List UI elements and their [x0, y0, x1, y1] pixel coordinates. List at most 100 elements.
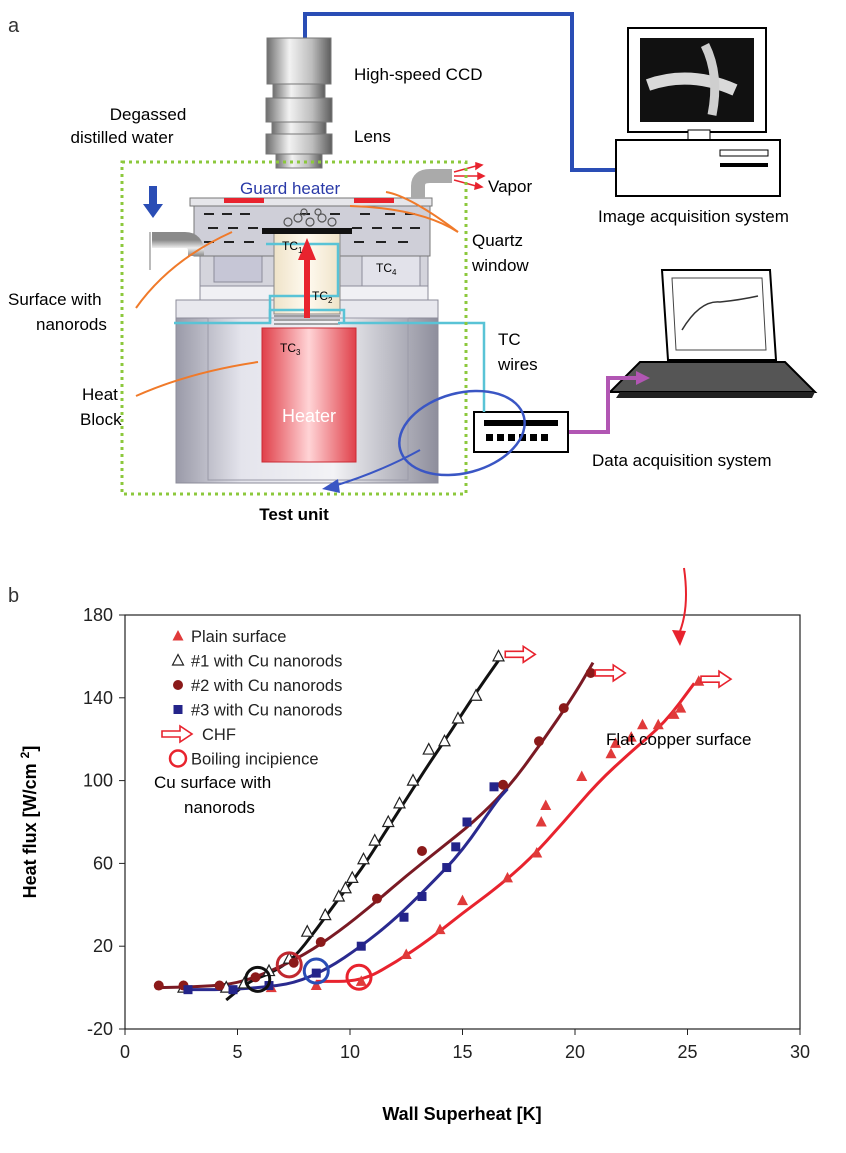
chf-arrows [504, 644, 733, 689]
svg-text:TC4: TC4 [376, 261, 397, 277]
data-point-series-2 [318, 907, 332, 921]
chart-legend: Plain surface #1 with Cu nanorods #2 with … [161, 628, 342, 769]
incipience-circle [275, 951, 303, 979]
surface-nanorods-label-line1: Surface with [8, 290, 102, 309]
svg-text:TC3: TC3 [280, 341, 301, 357]
data-markers [153, 649, 705, 995]
legend-marker [173, 680, 183, 690]
high-speed-ccd-camera-icon [265, 37, 333, 169]
legend-marker [161, 724, 194, 744]
data-point-series-3 [585, 667, 596, 678]
data-point-series-2 [422, 742, 436, 755]
data-point-series-1 [434, 923, 446, 935]
test-unit-border [120, 160, 468, 496]
x-tick-label: 30 [790, 1042, 810, 1062]
x-tick-label: 10 [340, 1042, 360, 1062]
tc3-main: TC [280, 341, 296, 355]
data-cable-arrowhead-icon [636, 371, 650, 385]
vapor-arrows-icon [453, 161, 486, 191]
data-point-series-1 [540, 799, 552, 810]
legend-label: #3 with Cu nanorods [191, 702, 342, 720]
data-point-series-2 [381, 814, 395, 828]
data-point-series-1 [576, 770, 588, 781]
data-point-series-3 [534, 736, 544, 747]
test-unit-label: Test unit [259, 505, 329, 524]
y-tick-label: 100 [83, 771, 113, 791]
image-acquisition-label: Image acquisition system [598, 207, 789, 226]
legend-marker [171, 653, 185, 666]
tc1-main: TC [282, 239, 298, 253]
y-tick-label: 180 [83, 605, 113, 625]
data-point-series-2 [339, 880, 352, 894]
data-point-series-4 [399, 912, 409, 922]
svg-text:TC1: TC1 [282, 239, 303, 255]
fit-curve [316, 682, 696, 983]
data-point-series-3 [315, 937, 326, 948]
legend-marker [172, 630, 184, 641]
data-point-series-3 [288, 957, 299, 968]
data-point-series-1 [610, 737, 621, 748]
data-point-series-3 [153, 980, 164, 991]
svg-text:TC2: TC2 [312, 289, 333, 305]
water-inflow-arrow-icon [143, 186, 163, 218]
y-tick-label: 20 [93, 936, 113, 956]
incipience-circles [244, 951, 373, 993]
tc1-sub: 1 [298, 246, 303, 255]
nanorod-annotation-arrowhead-icon [322, 479, 340, 493]
data-point-series-1 [625, 731, 637, 742]
data-point-series-4 [311, 968, 321, 978]
thermocouple-labels: TC1 TC2 TC3 TC4 [280, 239, 397, 357]
panel-b-letter: b [8, 585, 19, 607]
data-point-series-3 [214, 980, 225, 991]
data-point-series-2 [345, 870, 359, 883]
data-point-series-2 [300, 924, 314, 937]
data-point-series-2 [492, 649, 505, 662]
data-point-series-2 [469, 688, 483, 701]
degassed-water-label-line2: distilled water [71, 128, 174, 147]
data-point-series-1 [652, 718, 664, 730]
y-axis-label: Heat flux [W/cm 2] [18, 746, 40, 899]
tc2-sub: 2 [328, 296, 333, 305]
legend-label: Plain surface [191, 628, 286, 646]
y-axis-label-end: ] [20, 746, 40, 752]
data-point-series-3 [558, 703, 569, 714]
tc4-main: TC [376, 261, 392, 275]
chart-axes: 0 5 10 15 20 25 30 -20 20 60 100 140 180 [83, 605, 810, 1062]
data-point-series-4 [462, 817, 472, 827]
data-point-series-1 [457, 894, 468, 906]
data-point-series-4 [451, 842, 461, 852]
data-point-series-1 [531, 847, 543, 858]
data-point-series-1 [668, 708, 680, 719]
flat-copper-arrowhead-icon [672, 630, 686, 646]
tc2-main: TC [312, 289, 328, 303]
legend-marker [173, 705, 183, 714]
tc-wires-label-line1: TC [498, 330, 521, 349]
data-point-series-4 [228, 985, 238, 995]
nanorod-annotation-arrow [333, 449, 421, 487]
y-tick-label: -20 [87, 1019, 113, 1039]
data-acquisition-laptop-icon [607, 269, 818, 398]
label-pointers [135, 191, 459, 397]
chf-arrow-icon [594, 663, 627, 683]
data-point-series-2 [438, 733, 451, 747]
panel-a-schematic: a High-speed CCD Lens Degassed distilled… [8, 12, 818, 524]
data-point-series-4 [489, 782, 499, 792]
heater-label: Heater [282, 406, 336, 426]
ccd-label: High-speed CCD [354, 65, 483, 84]
data-point-series-2 [368, 833, 382, 846]
x-axis-label: Wall Superheat [K] [382, 1104, 541, 1124]
x-tick-label: 20 [565, 1042, 585, 1062]
legend-label: #2 with Cu nanorods [191, 677, 342, 695]
data-point-series-4 [417, 892, 427, 902]
daq-box-icon [473, 411, 569, 453]
y-tick-label: 140 [83, 688, 113, 708]
quartz-window-label-line2: window [471, 256, 529, 275]
heat-flow-arrow-icon [298, 238, 316, 260]
lens-label: Lens [354, 127, 391, 146]
data-point-series-4 [442, 863, 452, 873]
data-point-series-3 [250, 972, 261, 983]
data-point-series-4 [183, 985, 193, 995]
data-point-series-1 [693, 675, 705, 686]
x-tick-label: 5 [232, 1042, 242, 1062]
